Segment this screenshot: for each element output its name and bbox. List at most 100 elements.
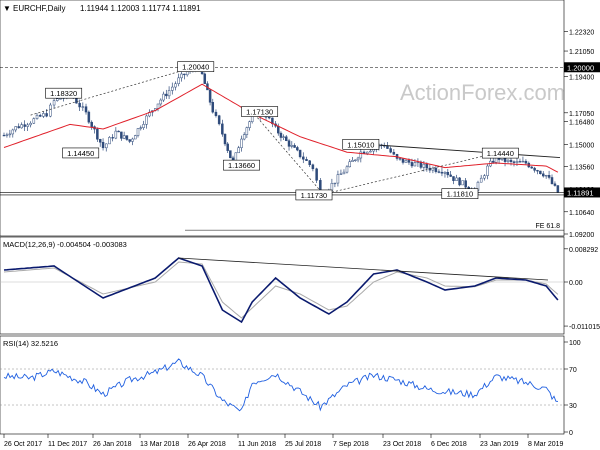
candle-body <box>369 150 372 153</box>
axis-layer: 1.22320 1.21050 1.19400 1.17050 1.16480 1.150… <box>3 29 600 448</box>
x-tick-label: 25 Jul 2018 <box>285 441 321 448</box>
candle-body <box>556 185 560 193</box>
dashed-trend-down <box>251 111 321 191</box>
candle-body <box>111 137 114 139</box>
candle-body <box>359 151 363 159</box>
candle-body <box>279 132 283 138</box>
candle-body <box>524 160 528 164</box>
macd-layer <box>0 257 564 324</box>
candle-body <box>461 180 464 186</box>
candle-body <box>98 139 102 143</box>
candle-body <box>336 174 340 184</box>
candle-body <box>174 83 177 88</box>
price-tick-label: 1.22320 <box>569 29 594 36</box>
resistance-line <box>346 142 561 159</box>
candle-body <box>515 161 519 163</box>
candle-body <box>486 165 489 176</box>
candle-body <box>185 71 189 76</box>
candle-body <box>437 171 441 173</box>
candle-body <box>245 127 249 135</box>
candle-body <box>81 106 85 108</box>
candle-body <box>42 113 45 117</box>
candle-body <box>237 147 240 154</box>
candle-body <box>401 158 405 163</box>
candle-body <box>217 115 221 125</box>
candle-body <box>277 125 280 134</box>
candle-body <box>229 150 232 159</box>
candle-body <box>351 160 354 163</box>
current-price-badge-bg <box>564 187 600 198</box>
candle-body <box>386 145 389 149</box>
candle-body <box>75 97 78 104</box>
price-label: 1.15010 <box>347 140 374 149</box>
macd-trend-line <box>178 257 549 281</box>
candle-body <box>128 139 131 142</box>
candle-body <box>267 116 271 119</box>
macd-line <box>3 257 559 324</box>
candle-body <box>167 90 171 97</box>
candle-body <box>49 104 52 117</box>
candle-body <box>305 159 308 161</box>
price-label-box <box>441 188 479 200</box>
candle-body <box>52 100 56 106</box>
rsi-tick-label: 100 <box>569 340 581 347</box>
candle-body <box>120 131 123 139</box>
candle-body <box>440 171 444 174</box>
x-tick-label: 7 Sep 2018 <box>333 441 369 448</box>
level-badge-bg <box>564 62 600 73</box>
candle-body <box>536 170 539 172</box>
candle-body <box>483 175 486 179</box>
candle-body <box>96 128 99 140</box>
candle-body <box>449 174 452 177</box>
candle-body <box>533 167 536 171</box>
x-tick-label: 23 Jan 2019 <box>480 441 519 448</box>
candle-body <box>171 86 174 91</box>
candle-body <box>285 136 288 141</box>
rsi-tick-label: 70 <box>569 367 577 374</box>
price-tick-label: 1.09200 <box>569 232 594 239</box>
price-tick-label: 1.10640 <box>569 210 594 217</box>
macd-tick-label: 0.00 <box>569 280 583 287</box>
candle-body <box>56 98 59 101</box>
candle-body <box>509 159 513 162</box>
rsi-tick-label: 30 <box>569 403 577 410</box>
candle-body <box>434 167 438 172</box>
candle-body <box>203 73 207 84</box>
candle-body <box>183 73 186 76</box>
candle-body <box>59 98 62 100</box>
candle-body <box>211 102 215 113</box>
x-tick-label: 8 Mar 2019 <box>528 441 564 448</box>
x-tick-label: 26 Jan 2018 <box>93 441 132 448</box>
candle-body <box>242 134 246 140</box>
candle-body <box>23 124 26 127</box>
candle-body <box>389 148 392 153</box>
price-label-box <box>223 159 260 171</box>
macd-panel-frame <box>0 236 565 335</box>
candle-body <box>17 126 20 129</box>
candle-body <box>45 113 48 117</box>
candle-body <box>90 121 93 127</box>
price-tick-label: 1.17050 <box>569 111 594 118</box>
candle-body <box>455 177 458 181</box>
price-label: 1.17130 <box>246 108 273 117</box>
candle-body <box>8 133 12 136</box>
price-layer: 1.18320 1.14450 1.20040 1.13660 1.17130 1.117… <box>0 61 564 231</box>
candle-body <box>165 93 168 97</box>
candle-body <box>308 160 311 166</box>
candle-body <box>422 163 426 168</box>
candle-body <box>142 124 145 128</box>
x-tick-label: 23 Oct 2018 <box>383 441 421 448</box>
candle-body <box>214 111 218 116</box>
candle-body <box>431 167 435 171</box>
ma-line <box>3 83 559 173</box>
candle-body <box>11 129 15 135</box>
dropdown-arrow-icon[interactable]: ▼ <box>3 4 11 13</box>
candle-body <box>5 134 9 136</box>
candle-body <box>547 175 551 178</box>
candle-body <box>553 183 557 186</box>
candle-body <box>35 114 39 119</box>
candle-body <box>443 172 447 174</box>
symbol-label: EURCHF,Daily <box>13 4 65 13</box>
candle-body <box>458 177 461 186</box>
